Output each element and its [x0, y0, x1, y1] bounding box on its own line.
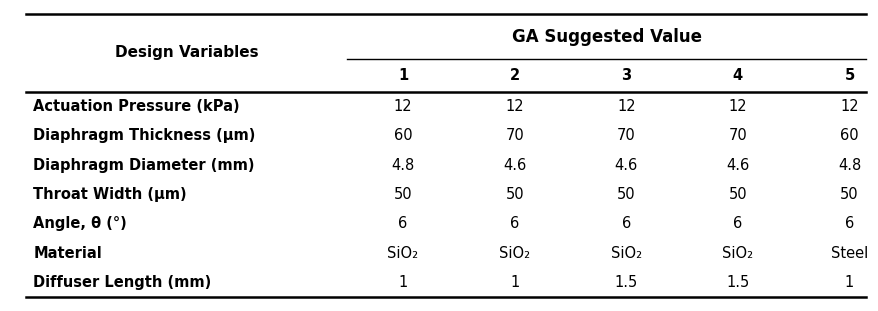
Text: 12: 12: [728, 99, 746, 114]
Text: 5: 5: [844, 68, 853, 83]
Text: 6: 6: [398, 216, 407, 231]
Text: 4.6: 4.6: [725, 158, 749, 173]
Text: 12: 12: [616, 99, 635, 114]
Text: Design Variables: Design Variables: [115, 45, 258, 60]
Text: SiO₂: SiO₂: [499, 245, 529, 261]
Text: 1: 1: [844, 275, 853, 290]
Text: 12: 12: [393, 99, 412, 114]
Text: 12: 12: [839, 99, 858, 114]
Text: Steel: Steel: [830, 245, 867, 261]
Text: 2: 2: [509, 68, 519, 83]
Text: 70: 70: [728, 128, 746, 143]
Text: Diaphragm Thickness (μm): Diaphragm Thickness (μm): [33, 128, 255, 143]
Text: 50: 50: [839, 187, 858, 202]
Text: SiO₂: SiO₂: [387, 245, 418, 261]
Text: 4.8: 4.8: [391, 158, 414, 173]
Text: 1: 1: [398, 275, 407, 290]
Text: 6: 6: [621, 216, 630, 231]
Text: 3: 3: [621, 68, 630, 83]
Text: SiO₂: SiO₂: [722, 245, 752, 261]
Text: Diaphragm Diameter (mm): Diaphragm Diameter (mm): [33, 158, 255, 173]
Text: 70: 70: [616, 128, 635, 143]
Text: Diffuser Length (mm): Diffuser Length (mm): [33, 275, 212, 290]
Text: 1.5: 1.5: [725, 275, 749, 290]
Text: 4.8: 4.8: [837, 158, 860, 173]
Text: 4: 4: [732, 68, 742, 83]
Text: 6: 6: [509, 216, 519, 231]
Text: 4.6: 4.6: [614, 158, 637, 173]
Text: 60: 60: [839, 128, 858, 143]
Text: 60: 60: [393, 128, 412, 143]
Text: 1: 1: [398, 68, 407, 83]
Text: Angle, θ (°): Angle, θ (°): [33, 216, 127, 231]
Text: 6: 6: [844, 216, 853, 231]
Text: GA Suggested Value: GA Suggested Value: [511, 28, 701, 45]
Text: 12: 12: [505, 99, 523, 114]
Text: Material: Material: [33, 245, 102, 261]
Text: 70: 70: [505, 128, 523, 143]
Text: 50: 50: [616, 187, 635, 202]
Text: 50: 50: [728, 187, 746, 202]
Text: 4.6: 4.6: [502, 158, 526, 173]
Text: 50: 50: [505, 187, 523, 202]
Text: Throat Width (μm): Throat Width (μm): [33, 187, 187, 202]
Text: SiO₂: SiO₂: [610, 245, 641, 261]
Text: 6: 6: [732, 216, 742, 231]
Text: Actuation Pressure (kPa): Actuation Pressure (kPa): [33, 99, 240, 114]
Text: 50: 50: [393, 187, 412, 202]
Text: 1.5: 1.5: [614, 275, 637, 290]
Text: 1: 1: [509, 275, 519, 290]
